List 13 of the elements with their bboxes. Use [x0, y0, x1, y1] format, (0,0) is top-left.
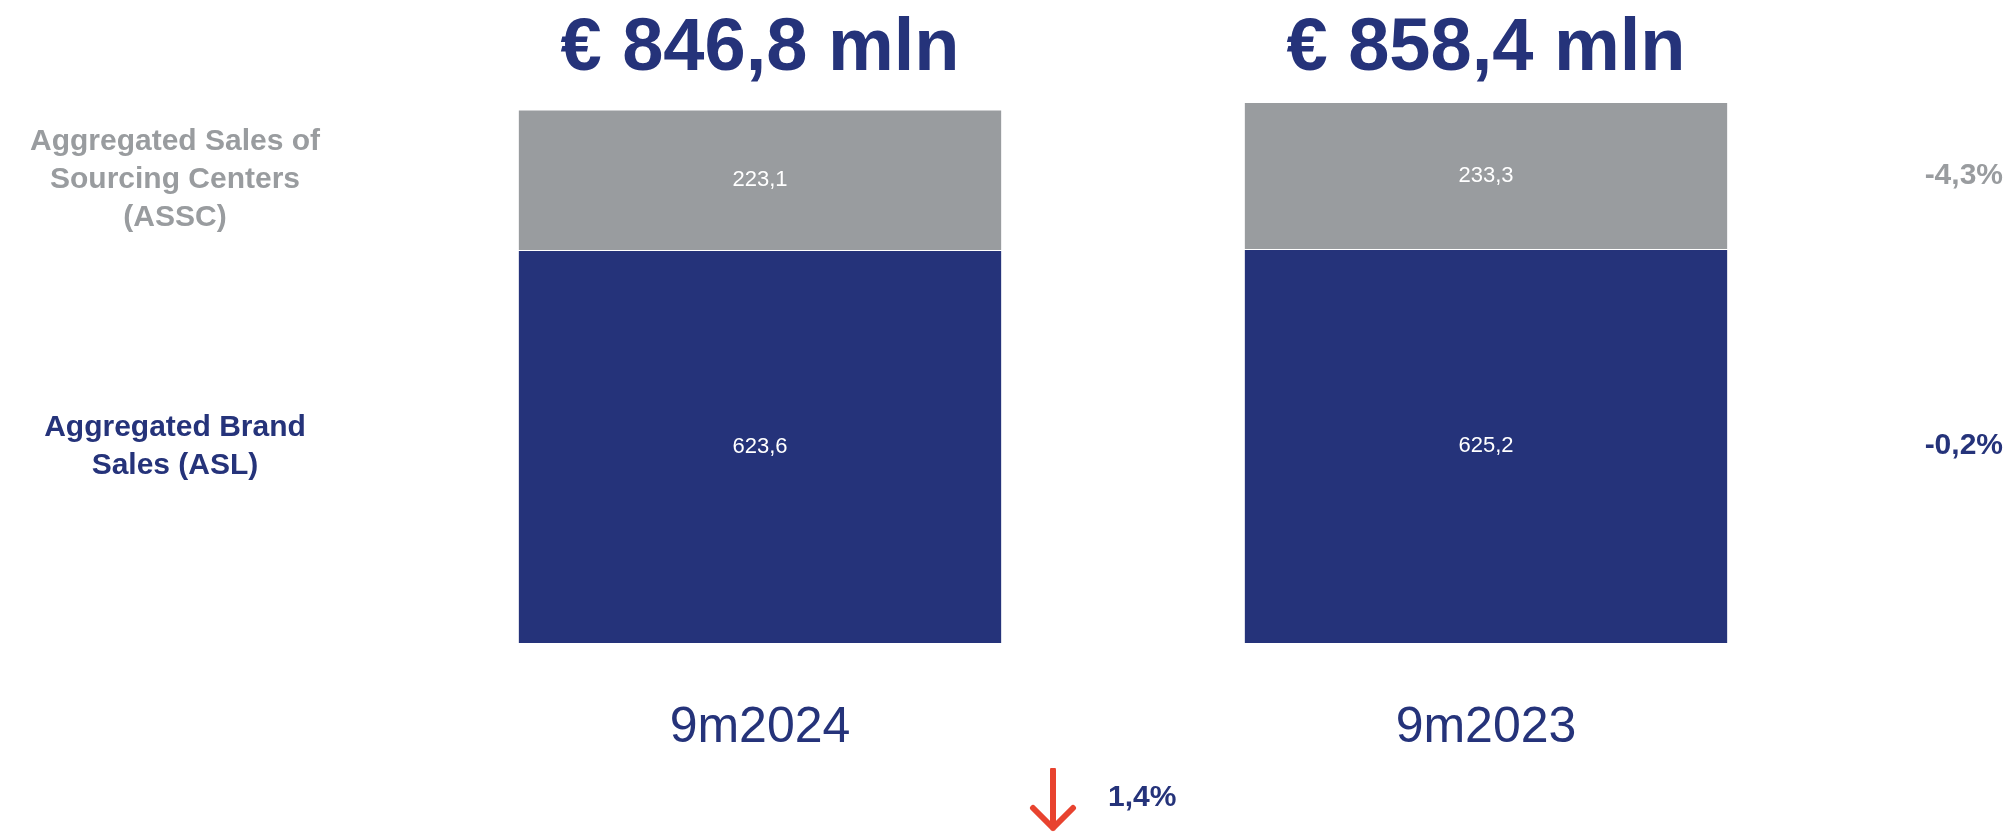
data-label: 223,1: [732, 165, 788, 191]
data-label: 625,2: [1458, 432, 1514, 458]
text: Aggregated Sales of Sourcing Centers (ASSC): [29, 123, 322, 232]
total-label: € 858,4 mln: [1286, 3, 1686, 87]
x-tick-label: 9m2023: [1395, 696, 1577, 753]
total-label: € 846,8 mln: [560, 3, 960, 87]
text: -4,3%: [1924, 156, 2003, 190]
x-tick-label: 9m2024: [669, 696, 851, 753]
data-label: 623,6: [732, 432, 788, 458]
text: Aggregated Brand Sales (ASL): [44, 408, 306, 480]
text: -0,2%: [1924, 427, 2003, 461]
text: 1,4%: [1108, 779, 1177, 813]
data-label: 233,3: [1458, 161, 1514, 187]
